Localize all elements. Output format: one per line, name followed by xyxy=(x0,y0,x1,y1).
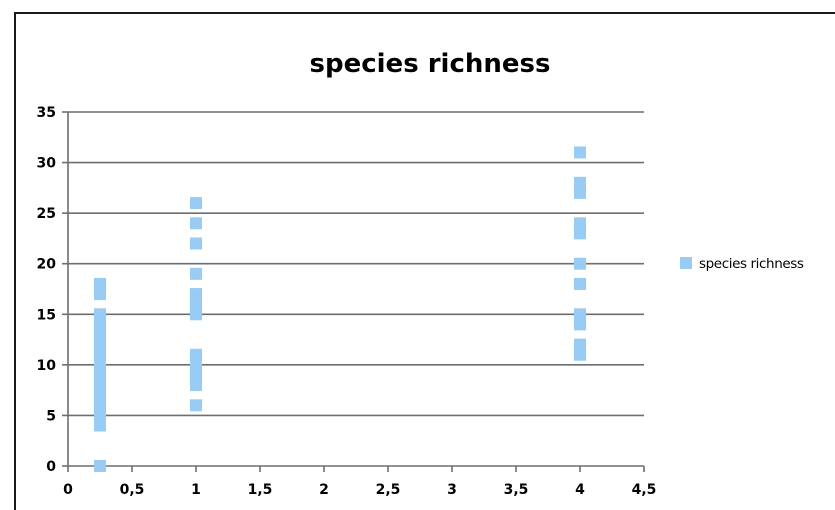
data-point xyxy=(94,389,106,402)
legend: species richness xyxy=(680,256,804,272)
data-point xyxy=(94,308,106,321)
data-point xyxy=(574,227,586,240)
data-point xyxy=(94,318,106,331)
data-point xyxy=(190,267,202,280)
chart-title: species richness xyxy=(310,49,551,79)
data-point xyxy=(94,409,106,422)
data-point xyxy=(94,379,106,392)
data-point xyxy=(190,348,202,361)
data-point xyxy=(190,358,202,371)
legend-marker xyxy=(680,257,692,269)
y-tick-label: 0 xyxy=(46,459,56,475)
x-tick-label: 4,5 xyxy=(632,482,657,498)
data-point xyxy=(574,257,586,270)
y-tick-label: 15 xyxy=(37,307,56,323)
y-tick-label: 35 xyxy=(37,105,56,121)
data-point xyxy=(574,277,586,290)
data-point xyxy=(574,186,586,199)
data-point xyxy=(574,318,586,331)
data-point xyxy=(190,217,202,230)
data-point xyxy=(190,308,202,321)
y-tick-label: 30 xyxy=(37,156,57,172)
data-point xyxy=(94,368,106,381)
gridlines xyxy=(68,111,644,417)
data-point xyxy=(190,197,202,210)
data-point xyxy=(94,399,106,412)
data-point xyxy=(94,277,106,290)
data-points xyxy=(94,146,586,472)
chart-frame xyxy=(14,12,835,510)
x-tick-label: 2,5 xyxy=(376,482,401,498)
data-point xyxy=(190,379,202,392)
x-tick-label: 3 xyxy=(447,482,457,498)
data-point xyxy=(574,217,586,230)
data-point xyxy=(94,419,106,432)
x-tick-label: 4 xyxy=(575,482,585,498)
x-tick-label: 1 xyxy=(191,482,201,498)
y-tick-label: 5 xyxy=(46,408,56,424)
data-point xyxy=(574,146,586,159)
x-tick-label: 0,5 xyxy=(120,482,145,498)
x-tick-label: 3,5 xyxy=(504,482,529,498)
y-tick-label: 20 xyxy=(37,257,57,273)
legend-label: species richness xyxy=(699,256,804,272)
x-tick-label: 1,5 xyxy=(248,482,273,498)
data-point xyxy=(190,399,202,412)
y-tick-label: 25 xyxy=(37,206,56,222)
data-point xyxy=(574,308,586,321)
data-point xyxy=(190,298,202,311)
data-point xyxy=(94,358,106,371)
data-point xyxy=(574,338,586,351)
data-point xyxy=(94,338,106,351)
data-point xyxy=(94,328,106,341)
data-point xyxy=(190,288,202,301)
y-tick-label: 10 xyxy=(37,358,57,374)
data-point xyxy=(574,176,586,189)
axes: 0 5 10 15 20 25 30 35 0 0,5 1 1,5 2 2,5 3 3,5 4 4,5 xyxy=(37,105,657,498)
data-point xyxy=(94,460,106,472)
data-point xyxy=(94,288,106,301)
x-tick-label: 2 xyxy=(319,482,329,498)
data-point xyxy=(574,348,586,361)
data-point xyxy=(94,348,106,361)
data-point xyxy=(190,237,202,250)
data-point xyxy=(190,368,202,381)
x-tick-label: 0 xyxy=(63,482,73,498)
